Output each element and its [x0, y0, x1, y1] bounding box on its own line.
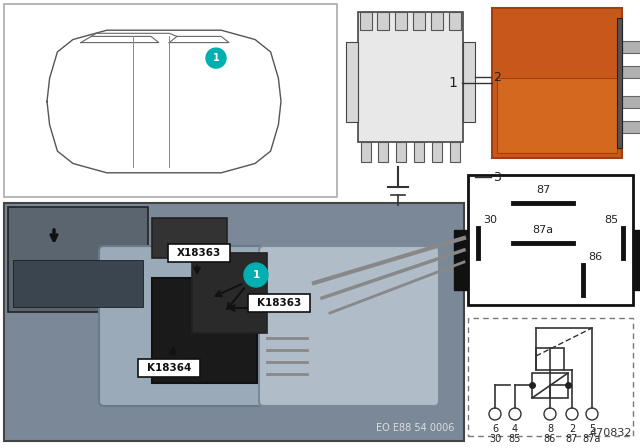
Text: 5: 5 [589, 424, 595, 434]
Text: 470832: 470832 [589, 428, 632, 438]
Bar [468, 175, 633, 305]
Circle shape [206, 48, 226, 68]
Circle shape [489, 408, 501, 420]
Text: 1: 1 [252, 270, 260, 280]
Circle shape [544, 408, 556, 420]
Text: 8: 8 [547, 424, 553, 434]
Text: 4: 4 [512, 424, 518, 434]
Bar [152, 278, 257, 383]
Bar [346, 42, 358, 122]
Bar [4, 203, 464, 441]
Bar [358, 12, 463, 142]
Circle shape [509, 408, 521, 420]
Bar [152, 218, 227, 258]
Bar [13, 260, 143, 307]
FancyBboxPatch shape [259, 246, 439, 406]
Bar [168, 244, 230, 262]
Bar [395, 12, 407, 30]
Bar [463, 42, 475, 122]
FancyBboxPatch shape [99, 246, 329, 406]
Text: 1: 1 [212, 53, 220, 63]
Bar [192, 253, 267, 333]
Text: K18363: K18363 [257, 298, 301, 308]
Text: 87a: 87a [532, 225, 554, 235]
Circle shape [244, 263, 268, 287]
Bar [432, 142, 442, 162]
Bar [8, 207, 148, 312]
Text: 3: 3 [493, 171, 501, 184]
Text: 2: 2 [569, 424, 575, 434]
Text: 87: 87 [566, 434, 578, 444]
Bar [633, 230, 640, 290]
Bar [378, 142, 388, 162]
Bar [622, 66, 640, 78]
Bar [450, 142, 460, 162]
Bar [449, 12, 461, 30]
Bar [4, 4, 337, 197]
Bar [622, 121, 640, 133]
Circle shape [586, 408, 598, 420]
Text: EO E88 54 0006: EO E88 54 0006 [376, 423, 454, 433]
Text: 86: 86 [588, 252, 602, 262]
Text: 87: 87 [536, 185, 550, 195]
Bar [497, 78, 617, 153]
Bar [377, 12, 389, 30]
Bar [454, 230, 468, 290]
Text: 1: 1 [448, 76, 457, 90]
Text: 30: 30 [483, 215, 497, 225]
Bar [413, 12, 425, 30]
Text: X18363: X18363 [177, 248, 221, 258]
Text: 85: 85 [604, 215, 618, 225]
Bar [622, 96, 640, 108]
Bar [361, 142, 371, 162]
Bar [617, 18, 622, 148]
Bar [414, 142, 424, 162]
Text: 2: 2 [493, 70, 501, 83]
Circle shape [566, 408, 578, 420]
Bar [396, 142, 406, 162]
Bar [622, 41, 640, 53]
Bar [248, 294, 310, 312]
Text: 6: 6 [492, 424, 498, 434]
Bar [532, 373, 568, 398]
Text: K18364: K18364 [147, 363, 191, 373]
Bar [431, 12, 443, 30]
Bar [536, 348, 564, 370]
Bar [492, 8, 622, 158]
Text: 87a: 87a [583, 434, 601, 444]
Text: 30: 30 [489, 434, 501, 444]
Bar [138, 359, 200, 377]
Text: 85: 85 [509, 434, 521, 444]
Bar [360, 12, 372, 30]
Text: 86: 86 [544, 434, 556, 444]
Bar [468, 318, 633, 436]
